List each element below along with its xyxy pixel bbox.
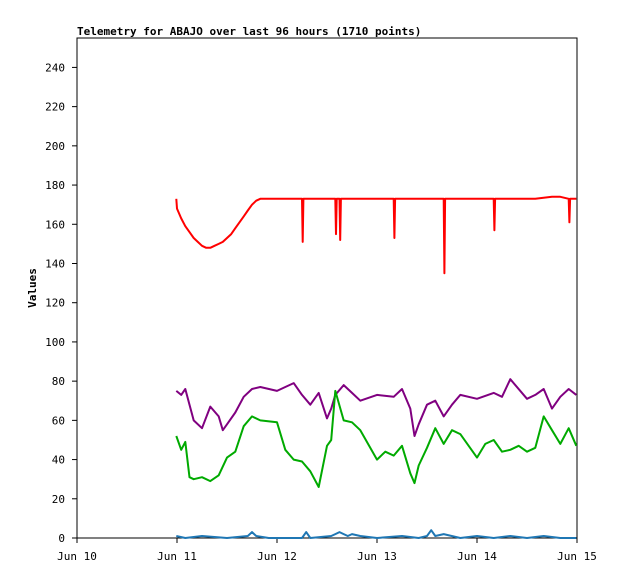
series-layer	[175, 195, 578, 539]
y-tick-label: 160	[45, 218, 65, 231]
y-tick-label: 20	[52, 493, 65, 506]
y-tick-label: 80	[52, 375, 65, 388]
x-axis-ticks: Jun 10 Jun 11 Jun 12 Jun 13 Jun 14 Jun 15	[57, 538, 597, 563]
y-tick-label: 180	[45, 179, 65, 192]
y-axis-label: Values	[26, 268, 39, 308]
y-tick-label: 0	[58, 532, 65, 545]
series-line-1	[175, 378, 577, 437]
y-tick-label: 100	[45, 336, 65, 349]
y-tick-label: 220	[45, 101, 65, 114]
series-line-0	[175, 195, 577, 275]
series-line-2	[175, 389, 578, 488]
x-tick-label: Jun 15	[557, 550, 597, 563]
x-tick-label: Jun 12	[257, 550, 297, 563]
y-tick-label: 240	[45, 61, 65, 74]
x-tick-label: Jun 10	[57, 550, 97, 563]
y-tick-label: 40	[52, 454, 65, 467]
y-axis-ticks: 0 20 40 60 80 100 120 140 160 180 200 220 240	[45, 61, 77, 545]
x-tick-label: Jun 11	[157, 550, 197, 563]
series-line-3	[176, 529, 577, 539]
y-tick-label: 200	[45, 140, 65, 153]
x-tick-label: Jun 13	[357, 550, 397, 563]
chart-title: Telemetry for ABAJO over last 96 hours (…	[77, 25, 421, 38]
y-tick-label: 140	[45, 257, 65, 270]
y-tick-label: 60	[52, 414, 65, 427]
x-tick-label: Jun 14	[457, 550, 497, 563]
plot-frame	[76, 37, 578, 539]
y-tick-label: 120	[45, 297, 65, 310]
